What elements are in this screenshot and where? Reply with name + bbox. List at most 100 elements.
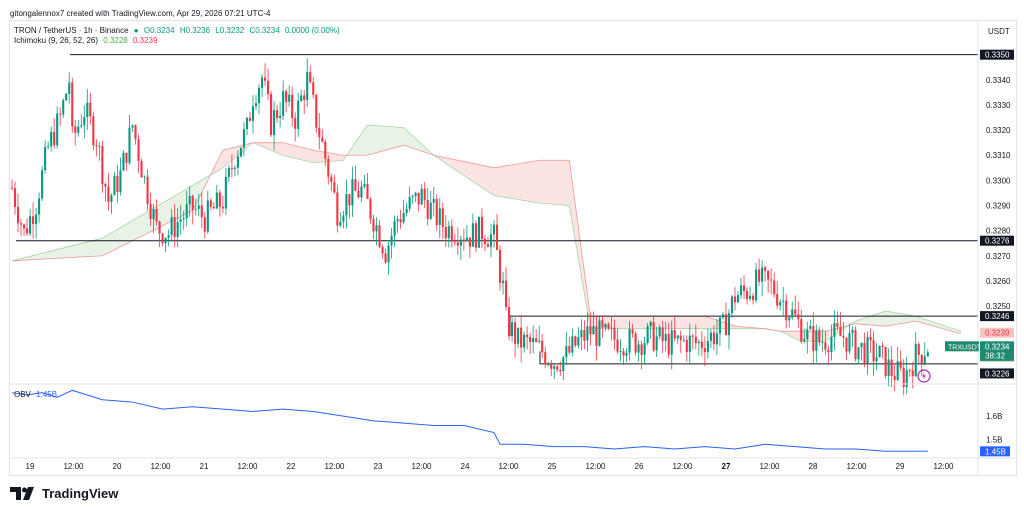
candle-body [399,219,402,223]
cloud-segment [300,146,305,161]
cloud-segment [707,316,712,329]
time-tick-label: 12:00 [585,462,606,471]
candle-body [827,349,830,353]
candle-body [532,338,535,342]
ichimoku-cloud [11,124,962,342]
candle-body [613,327,616,340]
cloud-segment [282,142,287,157]
candle-body [742,285,746,291]
candle-body [167,234,170,238]
candle-body [140,160,143,178]
cloud-segment [111,230,115,252]
cloud-segment [620,315,624,329]
lightning-icon[interactable] [917,369,931,383]
candle-body [366,183,369,199]
candle-body [745,290,749,299]
time-tick-label: 24 [461,462,470,471]
candle-body [372,218,375,232]
cloud-segment [400,127,404,147]
obv-tick-label: 1.5B [986,436,1002,445]
candle-body [32,216,35,225]
cloud-segment [484,165,489,192]
price-label-badge [980,311,1014,322]
symbol-name: TRON / TetherUS · 1h · Binance [14,26,129,35]
time-tick-label: 19 [26,462,35,471]
candle-body [526,334,529,338]
candle-body [155,208,158,222]
candle-body [312,82,315,95]
cloud-segment [641,315,645,329]
candle-body [550,364,553,369]
cloud-segment [132,218,136,242]
cloud-segment [695,315,700,329]
cloud-segment [379,125,383,153]
candle-body [724,314,728,336]
brand-name: TradingView [42,486,119,501]
price-tick-label: 0.3300 [986,176,1011,185]
candle-body [197,205,200,209]
cloud-segment [557,160,561,206]
candle-body [887,359,890,376]
candle-body [101,146,104,184]
candle-body [920,354,923,364]
candle-body [779,301,782,306]
candle-body [122,152,125,171]
candle-body [134,125,137,140]
cloud-segment [686,315,691,329]
candle-body [637,344,640,353]
candle-body [857,347,860,360]
candle-body [718,317,721,334]
cloud-segment [138,214,142,239]
candle-body [411,196,414,198]
ichimoku-span-b [11,142,962,335]
time-tick-label: 12:00 [672,462,693,471]
candle-body [354,179,357,191]
candle-body [128,127,131,163]
candle-body [670,330,673,355]
time-tick-label: 12:00 [411,462,432,471]
tradingview-logo-icon [10,487,34,500]
candle-body [773,280,776,295]
cloud-segment [635,315,639,329]
candle-body [227,167,230,177]
candle-body [291,94,294,119]
candle-body [29,216,32,234]
candle-body [19,223,23,225]
candle-body [414,192,417,197]
candle-body [869,336,872,341]
price-tick-label: 0.3260 [986,277,1011,286]
candle-body [607,324,610,329]
candle-body [215,192,218,209]
cloud-segment [517,162,522,201]
ichimoku-label: Ichimoku (9, 26, 52, 26) [14,36,99,45]
cloud-segment [680,315,685,329]
candle-body [74,126,77,133]
candle-body [676,335,679,339]
obv-tick-label: 1.6B [986,412,1002,421]
candle-body [776,294,779,306]
candle-body [321,137,324,142]
cloud-segment [93,239,97,257]
candle-body [218,192,221,207]
axes: 0.3350 0.3340 0.3330 0.3320 0.3310 0.3300 0.32… [10,20,1016,476]
candle-body [884,346,887,376]
cloud-segment [391,126,395,149]
candle-body [405,208,408,213]
candle-body [251,106,255,121]
candle-body [468,237,471,247]
cloud-segment [692,315,697,329]
candle-body [170,217,173,235]
candle-body [489,234,493,247]
candle-body [306,72,309,101]
cloud-segment [478,164,483,188]
candle-body [833,323,836,337]
cloud-segment [538,160,543,204]
candle-body [866,336,869,364]
candle-body [761,267,764,282]
cloud-segment [704,315,709,329]
currency-label[interactable]: USDT [988,27,1010,36]
status-dot: ● [133,26,139,35]
cloud-segment [388,126,392,150]
candle-body [730,296,734,314]
